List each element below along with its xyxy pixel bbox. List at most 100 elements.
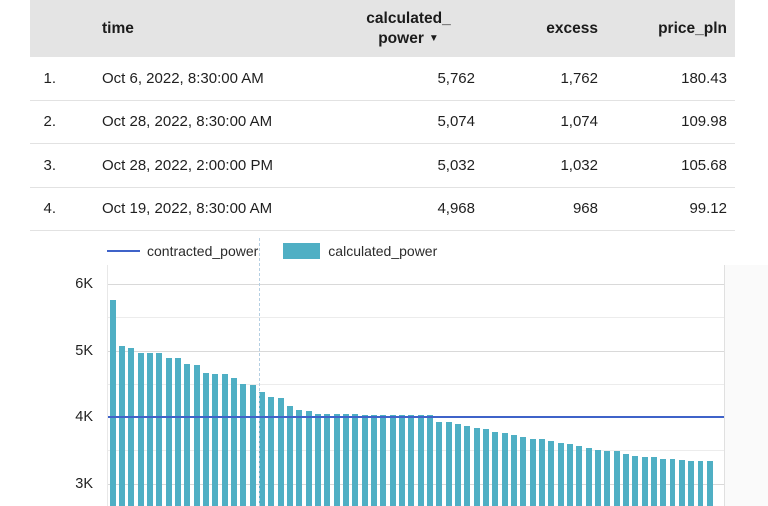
bar-calculated-power[interactable] xyxy=(315,413,321,506)
row-index: 2. xyxy=(43,113,56,131)
bar-calculated-power[interactable] xyxy=(622,453,629,506)
cell-price-pln: 109.98 xyxy=(681,113,727,131)
line-swatch-icon xyxy=(107,250,140,252)
y-axis-tick-label: 3K xyxy=(75,475,93,492)
bar-calculated-power[interactable] xyxy=(660,458,667,506)
bar-calculated-power[interactable] xyxy=(678,460,685,506)
bar-calculated-power[interactable] xyxy=(688,460,695,506)
bar-calculated-power[interactable] xyxy=(296,409,303,506)
bar-calculated-power[interactable] xyxy=(193,364,200,506)
calculated-power-header-line2: power xyxy=(378,29,424,47)
bar-calculated-power[interactable] xyxy=(333,414,340,506)
cell-price-pln: 105.68 xyxy=(681,156,727,174)
bar-calculated-power[interactable] xyxy=(361,414,368,506)
bar-calculated-power[interactable] xyxy=(184,364,191,506)
bar-calculated-power[interactable] xyxy=(473,427,480,506)
bar-calculated-power[interactable] xyxy=(324,414,331,506)
y-axis-tick-label: 4K xyxy=(75,409,93,425)
bar-calculated-power[interactable] xyxy=(566,444,573,506)
bar-swatch-icon xyxy=(283,243,321,259)
bar-calculated-power[interactable] xyxy=(613,451,620,506)
data-table: time calculated_ power ▼ excess price_pl… xyxy=(30,0,735,231)
sort-desc-icon[interactable]: ▼ xyxy=(428,32,439,44)
cell-price-pln: 99.12 xyxy=(689,200,727,218)
bar-calculated-power[interactable] xyxy=(594,449,601,506)
bar-calculated-power[interactable] xyxy=(669,459,676,506)
bar-calculated-power[interactable] xyxy=(510,434,517,506)
bar-calculated-power[interactable] xyxy=(221,374,228,506)
bar-calculated-power[interactable] xyxy=(231,378,237,506)
gridline-major xyxy=(108,350,724,352)
chart-plot-area[interactable] xyxy=(107,265,725,506)
table-row[interactable]: 4. Oct 19, 2022, 8:30:00 AM 4,968 968 99… xyxy=(30,187,735,231)
cell-calculated-power: 4,968 xyxy=(437,200,475,218)
y-axis-tick-label: 5K xyxy=(75,342,93,359)
bar-calculated-power[interactable] xyxy=(436,422,443,506)
bar-calculated-power[interactable] xyxy=(109,299,116,506)
table-row[interactable]: 1. Oct 6, 2022, 8:30:00 AM 5,762 1,762 1… xyxy=(30,57,735,101)
bar-calculated-power[interactable] xyxy=(380,414,387,506)
bar-calculated-power[interactable] xyxy=(399,414,405,506)
legend-label: calculated_power xyxy=(328,243,438,259)
bar-calculated-power[interactable] xyxy=(389,414,396,506)
bar-calculated-power[interactable] xyxy=(548,441,555,506)
chart-legend: contracted_power calculated_power xyxy=(107,243,437,259)
bar-calculated-power[interactable] xyxy=(520,436,527,506)
bar-calculated-power[interactable] xyxy=(287,405,293,506)
bar-calculated-power[interactable] xyxy=(175,358,181,506)
bar-calculated-power[interactable] xyxy=(165,357,172,506)
bar-calculated-power[interactable] xyxy=(464,425,471,506)
bar-calculated-power[interactable] xyxy=(604,450,611,506)
bar-calculated-power[interactable] xyxy=(277,397,284,506)
gridline-minor xyxy=(108,317,724,319)
column-header-price-pln[interactable]: price_pln xyxy=(658,19,727,37)
bar-calculated-power[interactable] xyxy=(268,397,275,506)
y-axis-tick-label: 6K xyxy=(75,276,93,292)
bar-calculated-power[interactable] xyxy=(147,353,153,506)
legend-item-contracted-power[interactable]: contracted_power xyxy=(107,243,258,259)
bar-calculated-power[interactable] xyxy=(706,461,713,506)
cell-price-pln: 180.43 xyxy=(681,69,727,87)
bar-calculated-power[interactable] xyxy=(119,345,126,506)
bar-calculated-power[interactable] xyxy=(557,442,564,506)
cell-calculated-power: 5,762 xyxy=(437,69,475,87)
bar-calculated-power[interactable] xyxy=(352,414,359,506)
table-row[interactable]: 2. Oct 28, 2022, 8:30:00 AM 5,074 1,074 … xyxy=(30,100,735,144)
bar-calculated-power[interactable] xyxy=(128,348,135,506)
bar-calculated-power[interactable] xyxy=(576,446,583,506)
column-header-excess[interactable]: excess xyxy=(546,19,598,37)
column-header-calculated-power[interactable]: calculated_ power ▼ xyxy=(342,9,475,48)
table-row[interactable]: 3. Oct 28, 2022, 2:00:00 PM 5,032 1,032 … xyxy=(30,144,735,188)
bar-calculated-power[interactable] xyxy=(137,352,144,506)
cell-calculated-power: 5,074 xyxy=(437,113,475,131)
bar-calculated-power[interactable] xyxy=(445,422,452,506)
bar-calculated-power[interactable] xyxy=(371,414,377,506)
bar-calculated-power[interactable] xyxy=(212,373,219,506)
bar-calculated-power[interactable] xyxy=(343,414,349,506)
bar-calculated-power[interactable] xyxy=(492,431,499,506)
bar-calculated-power[interactable] xyxy=(427,415,433,506)
bar-calculated-power[interactable] xyxy=(203,372,209,506)
bar-calculated-power[interactable] xyxy=(483,429,489,506)
bar-calculated-power[interactable] xyxy=(632,455,639,506)
bar-calculated-power[interactable] xyxy=(585,447,592,506)
chart-right-margin xyxy=(724,265,768,506)
bar-calculated-power[interactable] xyxy=(641,456,648,506)
bar-calculated-power[interactable] xyxy=(697,461,704,506)
bar-calculated-power[interactable] xyxy=(501,432,508,506)
bar-calculated-power[interactable] xyxy=(650,457,657,506)
bar-calculated-power[interactable] xyxy=(305,411,312,506)
bar-calculated-power[interactable] xyxy=(538,439,545,506)
bar-calculated-power[interactable] xyxy=(240,384,247,506)
bar-calculated-power[interactable] xyxy=(249,384,256,506)
bar-chart: 6K 5K 4K 3K xyxy=(0,265,768,506)
bar-calculated-power[interactable] xyxy=(455,424,461,506)
bar-calculated-power[interactable] xyxy=(408,414,415,506)
crosshair-line xyxy=(259,238,260,506)
legend-item-calculated-power[interactable]: calculated_power xyxy=(283,243,437,259)
column-header-time[interactable]: time xyxy=(102,19,134,37)
bar-calculated-power[interactable] xyxy=(156,353,163,506)
bar-calculated-power[interactable] xyxy=(259,391,265,506)
bar-calculated-power[interactable] xyxy=(529,438,536,506)
bar-calculated-power[interactable] xyxy=(417,415,424,506)
